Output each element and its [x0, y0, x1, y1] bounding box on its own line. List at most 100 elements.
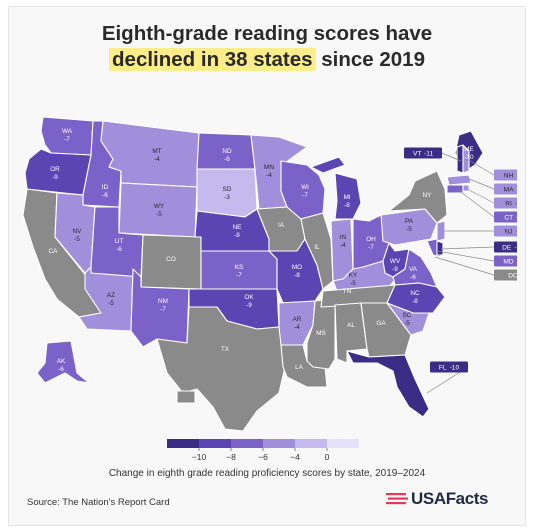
- state-value-nv: -5: [74, 236, 80, 243]
- state-ak: [36, 340, 90, 384]
- state-label-ks: KS: [235, 264, 244, 271]
- state-value-oh: -7: [368, 244, 374, 251]
- callout-box-nj: [494, 225, 517, 237]
- legend-swatch-3: [263, 439, 295, 448]
- state-label-nd: ND: [222, 148, 232, 155]
- state-label-nm: NM: [158, 298, 168, 305]
- state-value-sc: -5: [404, 320, 410, 327]
- callout-box-fl: [430, 361, 468, 373]
- state-label-mi: MI: [343, 194, 350, 201]
- state-value-pa: -5: [406, 226, 412, 233]
- callout-label-vt: VT -11: [413, 150, 433, 157]
- callout-leader-ct: [456, 188, 495, 218]
- legend-swatch-4: [295, 439, 327, 448]
- state-value-ne: -8: [234, 232, 240, 239]
- state-la: [280, 344, 328, 388]
- state-label-al: AL: [347, 322, 355, 329]
- state-label-ok: OK: [244, 294, 254, 301]
- state-label-id: ID: [102, 184, 109, 191]
- state-label-nc: NC: [410, 290, 420, 297]
- callout-label-nj: NJ-4: [505, 228, 517, 235]
- state-fl: [346, 350, 430, 418]
- chart-card: Eighth-grade reading scores have decline…: [8, 6, 526, 526]
- state-label-ia: IA: [278, 222, 285, 229]
- state-value-nm: -7: [160, 306, 166, 313]
- state-label-ne: NE: [233, 224, 242, 231]
- state-value-me: -10: [464, 154, 474, 161]
- legend-tick-4: 0: [325, 452, 330, 462]
- state-value-wi: -7: [302, 192, 308, 199]
- state-label-mn: MN: [264, 164, 274, 171]
- state-ct: [446, 184, 464, 194]
- state-wy: [118, 182, 198, 238]
- state-label-tx: TX: [221, 346, 230, 353]
- state-nj: [436, 220, 446, 242]
- title-rest: since 2019: [315, 48, 425, 71]
- state-label-ny: NY: [423, 192, 433, 199]
- state-value-mn: -4: [266, 172, 272, 179]
- callout-leader-de: [440, 246, 495, 250]
- us-choropleth-map: WA-7OR-9CAID-6NV-5AZ-5MT-4WY-5UT-6CONM-7…: [22, 116, 517, 432]
- state-label-wa: WA: [62, 128, 73, 135]
- callout-leader-dc: [434, 256, 495, 276]
- state-value-ok: -9: [246, 302, 252, 309]
- state-label-ca: CA: [49, 248, 59, 255]
- state-value-az: -5: [108, 300, 114, 307]
- state-value-sd: -3: [224, 194, 230, 201]
- legend-tick-0: −10: [192, 452, 207, 462]
- state-value-wy: -5: [156, 211, 162, 218]
- state-label-wi: WI: [301, 184, 309, 191]
- logo-text: USAFacts: [411, 489, 489, 508]
- state-ri: [462, 184, 470, 192]
- callout-box-ri: [494, 197, 517, 209]
- state-label-ky: KY: [349, 272, 358, 279]
- callout-box-de: [494, 241, 517, 253]
- state-ma: [446, 174, 472, 186]
- state-vt: [456, 144, 464, 174]
- state-label-ak: AK: [57, 358, 66, 365]
- callout-leader-ma: [468, 178, 495, 190]
- state-label-me: ME: [464, 146, 474, 153]
- callout-leader-md: [436, 250, 495, 262]
- source-note: Source: The Nation's Report Card: [27, 497, 170, 508]
- state-value-mi: -8: [344, 202, 350, 209]
- state-label-mt: MT: [152, 148, 161, 155]
- state-hi: [176, 390, 196, 404]
- legend-swatch-1: [199, 439, 231, 448]
- legend-swatch-2: [231, 439, 263, 448]
- callout-label-dc: DC: [508, 272, 517, 279]
- state-label-pa: PA: [405, 218, 414, 225]
- callout-leader-ri: [466, 188, 495, 204]
- state-label-az: AZ: [107, 292, 115, 299]
- legend-tick-1: −8: [226, 452, 236, 462]
- state-ny: [388, 170, 448, 224]
- state-label-sd: SD: [223, 186, 232, 193]
- state-value-in: -4: [340, 242, 346, 249]
- legend-swatch-0: [167, 439, 199, 448]
- state-label-ar: AR: [293, 316, 302, 323]
- state-label-or: OR: [50, 166, 60, 173]
- state-label-oh: OH: [366, 236, 376, 243]
- state-tx: [156, 306, 286, 432]
- state-label-in: IN: [340, 234, 347, 241]
- legend-tick-3: −4: [290, 452, 300, 462]
- callout-label-nh: NH-4: [504, 172, 517, 179]
- state-value-or: -9: [52, 174, 58, 181]
- state-label-ga: GA: [376, 320, 386, 327]
- title-line-1: Eighth-grade reading scores have: [101, 22, 433, 45]
- callout-label-ct: CT-7: [504, 214, 517, 221]
- state-value-va: -6: [410, 274, 416, 281]
- state-label-la: LA: [295, 364, 304, 371]
- state-mo: [268, 238, 324, 304]
- state-sc: [386, 302, 430, 336]
- state-label-va: VA: [409, 266, 418, 273]
- flag-icon: [386, 493, 408, 505]
- callout-label-md: MD-6: [503, 258, 517, 265]
- callout-label-ma: MA-5: [504, 186, 517, 193]
- state-label-tn: TN: [343, 288, 352, 295]
- callout-box-md: [494, 255, 517, 267]
- legend-caption: Change in eighth grade reading proficien…: [108, 468, 426, 479]
- usafacts-logo: USAFacts: [386, 488, 489, 510]
- callout-box-nh: [494, 169, 517, 181]
- color-legend: −10 −8 −6 −4 0: [167, 439, 359, 462]
